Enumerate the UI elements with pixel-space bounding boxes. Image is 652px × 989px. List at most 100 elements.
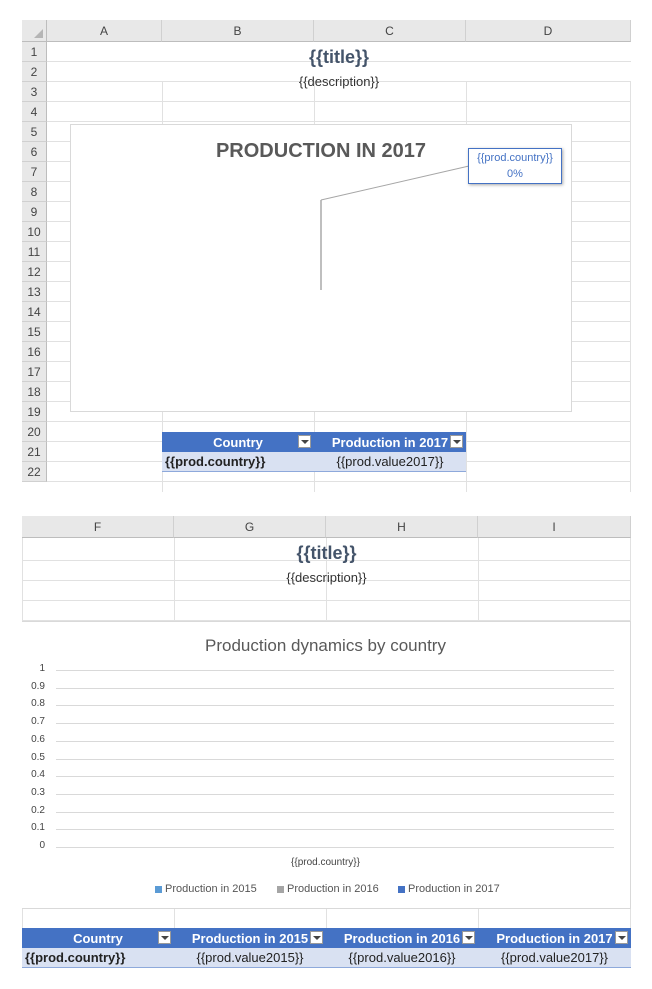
- legend-item-2017[interactable]: Production in 2017: [398, 883, 500, 895]
- column-header-a[interactable]: A: [47, 20, 162, 42]
- grid-column-line: [326, 909, 327, 929]
- column-header-b[interactable]: B: [162, 20, 314, 42]
- row-header[interactable]: 22: [22, 462, 47, 482]
- column-header-d[interactable]: D: [466, 20, 631, 42]
- pie-chart-area[interactable]: PRODUCTION IN 2017 {{prod.country}} 0%: [70, 124, 572, 412]
- y-gridline: [56, 705, 614, 707]
- table2-cell-value2015[interactable]: {{prod.value2015}}: [174, 948, 326, 968]
- grid-row-line: [47, 81, 631, 82]
- grid-row-line: [47, 121, 631, 122]
- y-gridline: [56, 758, 614, 760]
- legend-item-2016[interactable]: Production in 2016: [277, 883, 379, 895]
- y-gridline: [56, 847, 614, 848]
- grid-column-line: [478, 909, 479, 929]
- row-header[interactable]: 18: [22, 382, 47, 402]
- row-header[interactable]: 12: [22, 262, 47, 282]
- table2-header-production-2015[interactable]: Production in 2015: [174, 928, 326, 948]
- table2-header-country-label: Country: [73, 930, 123, 946]
- y-gridline: [56, 776, 614, 778]
- table2-header-country[interactable]: Country: [22, 928, 174, 948]
- pie-data-label[interactable]: {{prod.country}} 0%: [468, 148, 562, 184]
- legend-swatch-2015: [155, 885, 162, 893]
- table2-header-production-2016[interactable]: Production in 2016: [326, 928, 478, 948]
- filter-dropdown-icon[interactable]: [298, 435, 311, 448]
- row-header[interactable]: 7: [22, 162, 47, 182]
- row-header[interactable]: 20: [22, 422, 47, 442]
- sheet2-title[interactable]: {{title}}: [296, 543, 357, 563]
- sheet2-description[interactable]: {{description}}: [286, 570, 367, 585]
- table2-cell-country[interactable]: {{prod.country}}: [22, 948, 174, 968]
- y-tick-label: 0.6: [31, 733, 45, 745]
- table2-header-production-2017-label: Production in 2017: [496, 930, 613, 946]
- column-header-g[interactable]: G: [174, 516, 326, 538]
- column-header-f[interactable]: F: [22, 516, 174, 538]
- y-tick-label: 0.8: [31, 698, 45, 710]
- sheet-description[interactable]: {{description}}: [298, 74, 380, 89]
- grid-row-line: [47, 481, 631, 482]
- leader-line: [320, 165, 470, 201]
- row-header[interactable]: 19: [22, 402, 47, 422]
- table2-cell-value2017[interactable]: {{prod.value2017}}: [478, 948, 631, 968]
- table2-cell-value2016[interactable]: {{prod.value2016}}: [326, 948, 478, 968]
- filter-dropdown-icon[interactable]: [158, 931, 171, 944]
- grid-column-line: [630, 538, 631, 621]
- row-header[interactable]: 9: [22, 202, 47, 222]
- row-header[interactable]: 13: [22, 282, 47, 302]
- x-axis-category-label: {{prod.country}}: [291, 857, 360, 868]
- row-header[interactable]: 4: [22, 102, 47, 122]
- y-tick-label: 0.3: [31, 786, 45, 798]
- legend-item-2015[interactable]: Production in 2015: [155, 883, 257, 895]
- grid-row-line: [47, 101, 631, 102]
- table1-header-production-2017-label: Production in 2017: [331, 434, 449, 450]
- table2-header-production-2016-label: Production in 2016: [343, 930, 461, 946]
- y-gridline: [56, 740, 614, 742]
- row-header[interactable]: 11: [22, 242, 47, 262]
- bar-chart-area[interactable]: Production dynamics by country 0 0.1 0.2 0.…: [22, 621, 631, 909]
- y-tick-label: 1: [39, 663, 45, 674]
- table2-header-production-2015-label: Production in 2015: [191, 930, 309, 946]
- table1-cell-country[interactable]: {{prod.country}}: [162, 452, 314, 472]
- row-header[interactable]: 16: [22, 342, 47, 362]
- row-header[interactable]: 15: [22, 322, 47, 342]
- column-header-h[interactable]: H: [326, 516, 478, 538]
- grid-column-line: [630, 82, 631, 492]
- row-header[interactable]: 17: [22, 362, 47, 382]
- y-gridline: [56, 670, 614, 671]
- column-header-i[interactable]: I: [478, 516, 631, 538]
- row-header[interactable]: 5: [22, 122, 47, 142]
- row-header[interactable]: 21: [22, 442, 47, 462]
- select-all-corner[interactable]: [22, 20, 47, 42]
- y-gridline: [56, 829, 614, 831]
- filter-dropdown-icon[interactable]: [450, 435, 463, 448]
- sheet-title[interactable]: {{title}}: [308, 47, 370, 67]
- legend-label-2015: Production in 2015: [165, 883, 257, 895]
- filter-dropdown-icon[interactable]: [615, 931, 628, 944]
- row-header[interactable]: 6: [22, 142, 47, 162]
- grid-row-line: [47, 61, 631, 62]
- worksheet-top: A B C D 1 2 3 4 5 6 7 8 9 10 11 12 13 14 15 16 17 18 19 20 2…: [22, 20, 631, 492]
- y-tick-label: 0.9: [31, 680, 45, 692]
- row-header[interactable]: 1: [22, 42, 47, 62]
- legend-label-2016: Production in 2016: [287, 883, 379, 895]
- row-header[interactable]: 10: [22, 222, 47, 242]
- pie-chart-leader: [320, 165, 470, 290]
- y-gridline: [56, 811, 614, 813]
- worksheet-bottom: F G H I {{title}} {{description}} Produc…: [22, 516, 631, 968]
- table1-cell-value2017[interactable]: {{prod.value2017}}: [314, 452, 466, 472]
- y-gridline: [56, 723, 614, 725]
- table1-header-country[interactable]: Country: [162, 432, 314, 452]
- filter-dropdown-icon[interactable]: [310, 931, 323, 944]
- row-header[interactable]: 2: [22, 62, 47, 82]
- table1-header-production-2017[interactable]: Production in 2017: [314, 432, 466, 452]
- row-header[interactable]: 8: [22, 182, 47, 202]
- bar-chart-title: Production dynamics by country: [205, 636, 446, 655]
- row-header[interactable]: 14: [22, 302, 47, 322]
- column-header-c[interactable]: C: [314, 20, 466, 42]
- table1-header-country-label: Country: [213, 434, 263, 450]
- y-tick-label: 0.4: [31, 769, 45, 781]
- row-header[interactable]: 3: [22, 82, 47, 102]
- legend-swatch-2016: [277, 885, 284, 893]
- table2-header-production-2017[interactable]: Production in 2017: [478, 928, 631, 948]
- filter-dropdown-icon[interactable]: [462, 931, 475, 944]
- grid-column-line: [630, 909, 631, 929]
